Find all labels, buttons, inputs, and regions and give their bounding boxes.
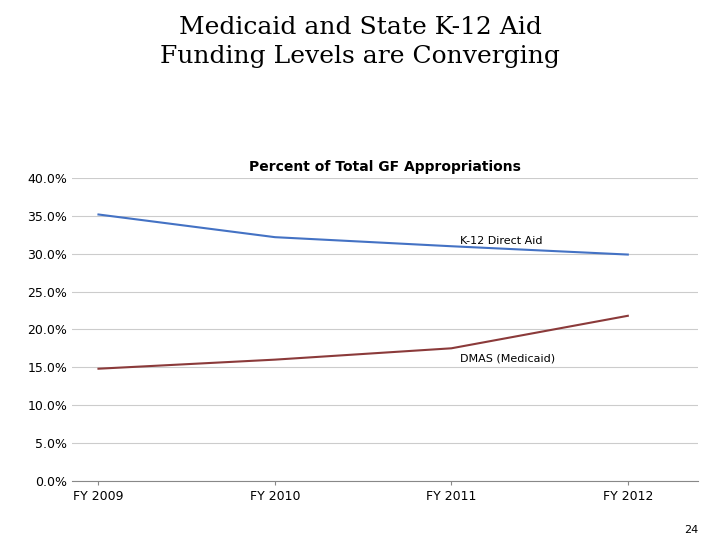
Text: Medicaid and State K-12 Aid
Funding Levels are Converging: Medicaid and State K-12 Aid Funding Leve… bbox=[160, 16, 560, 68]
Text: K-12 Direct Aid: K-12 Direct Aid bbox=[460, 236, 543, 246]
Title: Percent of Total GF Appropriations: Percent of Total GF Appropriations bbox=[249, 160, 521, 174]
Text: 24: 24 bbox=[684, 524, 698, 535]
Text: DMAS (Medicaid): DMAS (Medicaid) bbox=[460, 354, 555, 363]
